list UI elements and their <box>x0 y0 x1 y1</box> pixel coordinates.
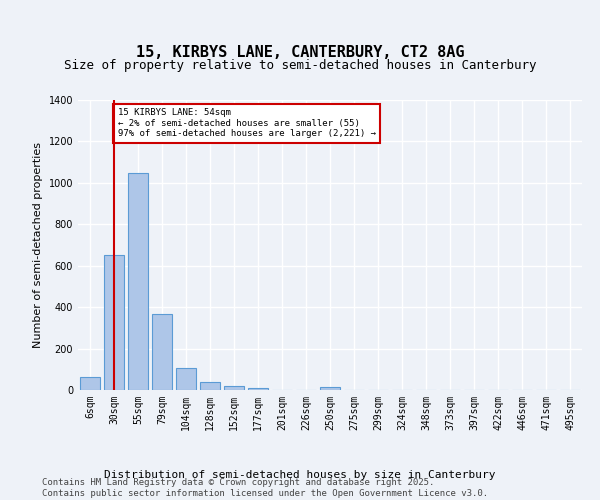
Bar <box>80 376 100 390</box>
Bar <box>248 388 268 390</box>
Text: Size of property relative to semi-detached houses in Canterbury: Size of property relative to semi-detach… <box>64 60 536 72</box>
Bar <box>104 256 124 390</box>
Y-axis label: Number of semi-detached properties: Number of semi-detached properties <box>33 142 43 348</box>
Bar <box>320 388 340 390</box>
Bar <box>152 314 172 390</box>
Bar <box>128 172 148 390</box>
Bar <box>224 386 244 390</box>
Text: Distribution of semi-detached houses by size in Canterbury: Distribution of semi-detached houses by … <box>104 470 496 480</box>
Text: 15, KIRBYS LANE, CANTERBURY, CT2 8AG: 15, KIRBYS LANE, CANTERBURY, CT2 8AG <box>136 45 464 60</box>
Bar <box>176 368 196 390</box>
Bar <box>200 382 220 390</box>
Text: Contains HM Land Registry data © Crown copyright and database right 2025.
Contai: Contains HM Land Registry data © Crown c… <box>42 478 488 498</box>
Text: 15 KIRBYS LANE: 54sqm
← 2% of semi-detached houses are smaller (55)
97% of semi-: 15 KIRBYS LANE: 54sqm ← 2% of semi-detac… <box>118 108 376 138</box>
